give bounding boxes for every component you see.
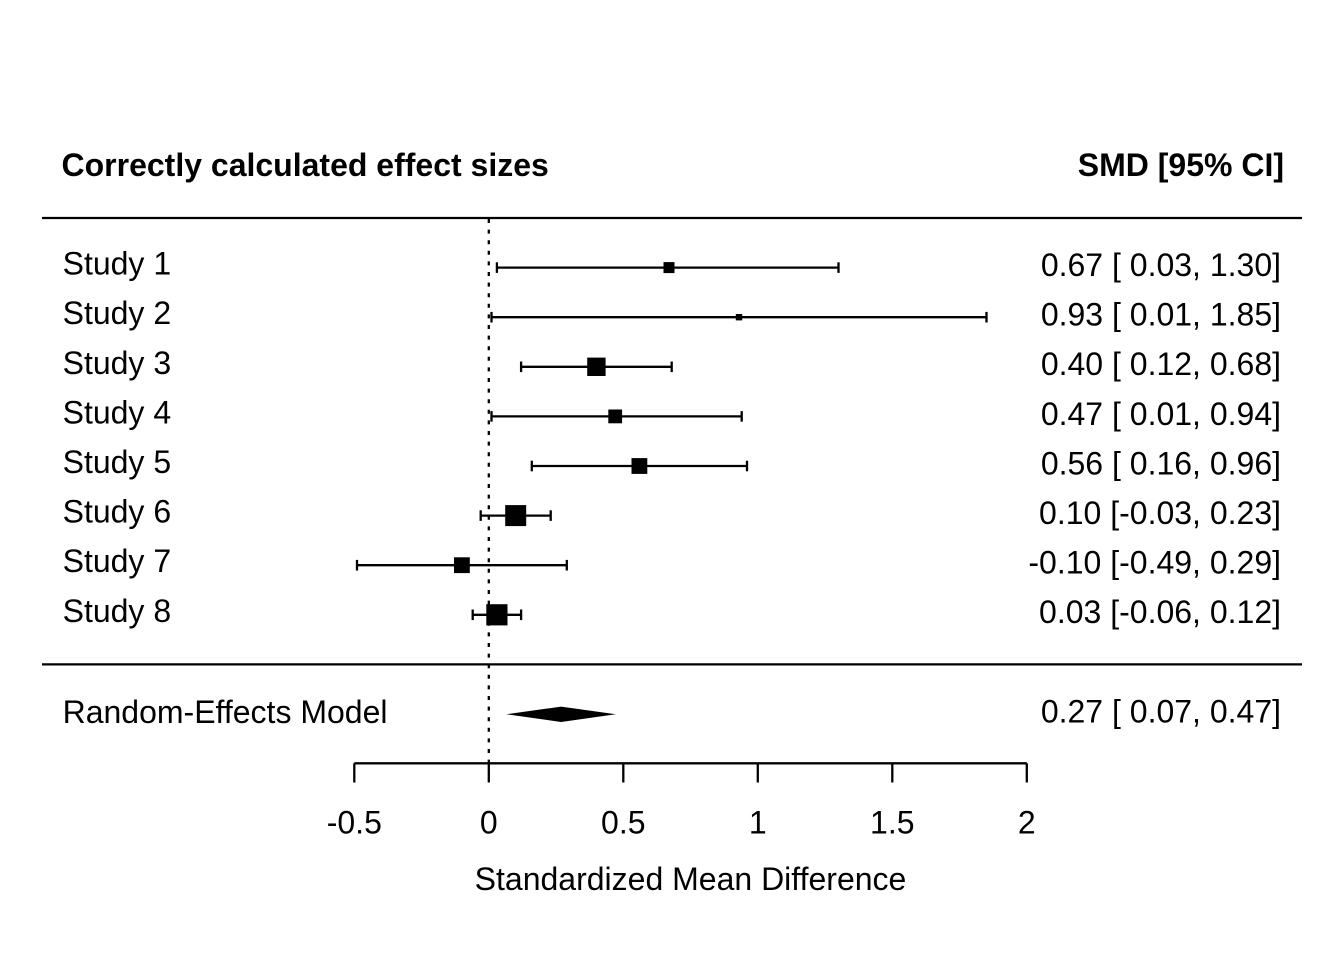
svg-text:Correctly calculated effect si: Correctly calculated effect sizes <box>62 147 549 183</box>
svg-text:1.5: 1.5 <box>870 805 914 841</box>
svg-text:0.27 [ 0.07, 0.47]: 0.27 [ 0.07, 0.47] <box>1041 694 1281 730</box>
svg-text:-0.10 [-0.49, 0.29]: -0.10 [-0.49, 0.29] <box>1028 545 1281 581</box>
svg-text:Standardized Mean Difference: Standardized Mean Difference <box>475 861 907 897</box>
svg-text:Random-Effects Model: Random-Effects Model <box>63 694 388 730</box>
svg-text:0.56 [ 0.16, 0.96]: 0.56 [ 0.16, 0.96] <box>1041 445 1281 481</box>
svg-text:SMD [95% CI]: SMD [95% CI] <box>1078 147 1284 183</box>
svg-text:2: 2 <box>1018 805 1036 841</box>
svg-text:0.67 [ 0.03, 1.30]: 0.67 [ 0.03, 1.30] <box>1041 247 1281 283</box>
svg-text:0.47 [ 0.01, 0.94]: 0.47 [ 0.01, 0.94] <box>1041 396 1281 432</box>
svg-text:Study 2: Study 2 <box>63 295 172 331</box>
svg-text:0.10 [-0.03, 0.23]: 0.10 [-0.03, 0.23] <box>1039 495 1281 531</box>
svg-text:0: 0 <box>480 805 498 841</box>
svg-text:Study 8: Study 8 <box>63 593 172 629</box>
svg-text:Study 4: Study 4 <box>63 394 172 430</box>
svg-text:-0.5: -0.5 <box>327 805 382 841</box>
svg-text:1: 1 <box>749 805 767 841</box>
svg-text:Study 1: Study 1 <box>63 246 172 282</box>
svg-text:0.03 [-0.06, 0.12]: 0.03 [-0.06, 0.12] <box>1039 594 1281 630</box>
svg-text:Study 5: Study 5 <box>63 444 172 480</box>
svg-text:0.40 [ 0.12, 0.68]: 0.40 [ 0.12, 0.68] <box>1041 346 1281 382</box>
svg-text:Study 6: Study 6 <box>63 494 172 530</box>
svg-text:Study 7: Study 7 <box>63 543 172 579</box>
svg-text:0.93 [ 0.01, 1.85]: 0.93 [ 0.01, 1.85] <box>1041 297 1281 333</box>
svg-text:Study 3: Study 3 <box>63 345 172 381</box>
svg-text:0.5: 0.5 <box>601 805 645 841</box>
